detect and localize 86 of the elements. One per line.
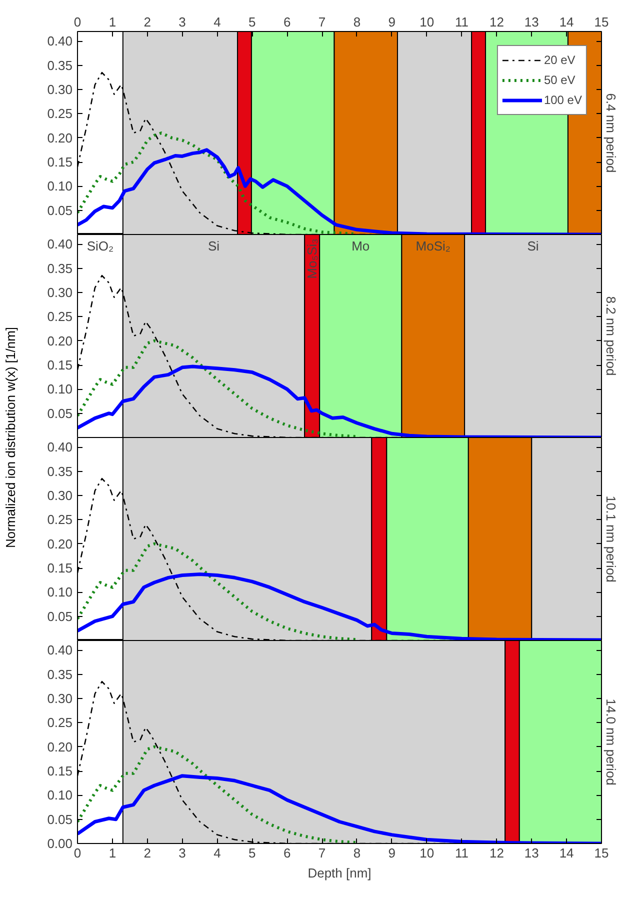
x-tick-label: 8 [353,846,361,860]
y-tick-label: 0.30 [47,488,73,503]
x-tick-label: 14 [559,846,574,860]
y-tick-label: 0.20 [47,130,73,146]
x-axis-title: Depth [nm] [308,866,372,880]
y-tick-label: 0.05 [47,812,73,827]
band-label: Si [527,238,539,254]
y-tick-label: 0.25 [47,512,73,528]
x-tick-label: 3 [178,846,186,860]
y-tick-label: 0.05 [47,608,73,624]
y-tick-label: 0.05 [47,406,73,421]
y-tick-label: 0.40 [47,236,73,252]
x-tick-label: 15 [594,14,609,30]
y-tick-label: 0.35 [47,58,73,73]
x-tick-label: 13 [524,846,539,860]
x-tick-label: 3 [178,14,186,30]
y2-axis-title: 10.1 nm period [604,496,618,582]
legend-label: 50 eV [544,73,576,87]
line-series [78,148,602,234]
x-tick-label: 2 [144,846,151,860]
x-tick-label: 11 [455,14,469,30]
y-tick-label: 0.15 [47,560,73,576]
y-tick-label: 0.30 [47,285,73,300]
x-tick-label: 4 [214,846,221,860]
x-tick-label: 13 [524,14,539,30]
y-tick-label: 0.10 [47,788,73,803]
x-tick-label: 1 [108,14,116,30]
y-tick-label: 0.15 [47,154,73,170]
y-tick-label: 0.10 [47,584,73,600]
x-tick-label: 9 [388,14,396,30]
y-tick-label: 0.25 [47,309,73,324]
x-tick-label: 9 [388,846,396,860]
line-series [78,542,358,640]
x-tick-label: 7 [318,846,326,860]
y-tick-label: 0.35 [47,666,73,682]
x-tick-label: 0 [74,14,82,30]
x-tick-label: 5 [248,846,256,860]
y-tick-label: 0.00 [47,836,73,851]
y-tick-label: 0.25 [47,715,73,730]
y-tick-label: 0.35 [47,260,73,276]
band-label: SiO₂ [86,238,114,254]
x-tick-label: 10 [420,14,434,30]
x-tick-label: 6 [283,846,291,860]
x-tick-label: 0 [74,846,82,860]
band-label: Mo [352,238,370,254]
x-tick-label: 2 [144,14,151,30]
y-tick-label: 0.25 [47,106,73,122]
y-tick-label: 0.40 [47,34,73,49]
x-tick-label: 15 [594,846,609,860]
y-tick-label: 0.30 [47,82,73,97]
y-tick-label: 0.40 [47,440,73,455]
x-tick-label: 1 [108,846,116,860]
y-tick-label: 0.20 [47,739,73,754]
y-tick-label: 0.15 [47,358,73,372]
legend-label: 20 eV [544,53,576,67]
y-tick-label: 0.15 [47,764,73,778]
y-tick-label: 0.40 [47,642,73,658]
x-tick-label: 4 [214,14,221,30]
y-tick-label: 0.30 [47,691,73,706]
y-tick-label: 0.20 [47,333,73,348]
x-tick-label: 7 [318,14,326,30]
line-series [78,745,358,844]
y-axis-title: Normalized ion distribution w(x) [1/nm] [3,326,18,548]
y-tick-label: 0.10 [47,178,73,194]
x-tick-label: 8 [353,14,361,30]
x-tick-label: 10 [420,846,434,860]
y-tick-label: 0.20 [47,536,73,552]
x-tick-label: 12 [489,14,504,30]
y-tick-label: 0.05 [47,202,73,218]
band-label: Mo₅Si₃ [304,238,320,279]
y2-axis-title: 8.2 nm period [604,296,618,376]
x-tick-label: 12 [489,846,504,860]
x-tick-label: 5 [248,14,256,30]
line-series [78,339,358,437]
band-label: Si [208,238,220,254]
line-series [78,364,602,437]
y2-axis-title: 14.0 nm period [604,698,618,786]
y2-axis-title: 6.4 nm period [604,93,618,173]
line-series [78,572,602,640]
x-tick-label: 11 [455,846,469,860]
band-label: MoSi₂ [416,238,450,254]
y-tick-label: 0.35 [47,464,73,479]
x-tick-label: 14 [559,14,574,30]
x-tick-label: 6 [283,14,291,30]
y-tick-label: 0.10 [47,382,73,397]
legend-label: 100 eV [544,93,582,107]
